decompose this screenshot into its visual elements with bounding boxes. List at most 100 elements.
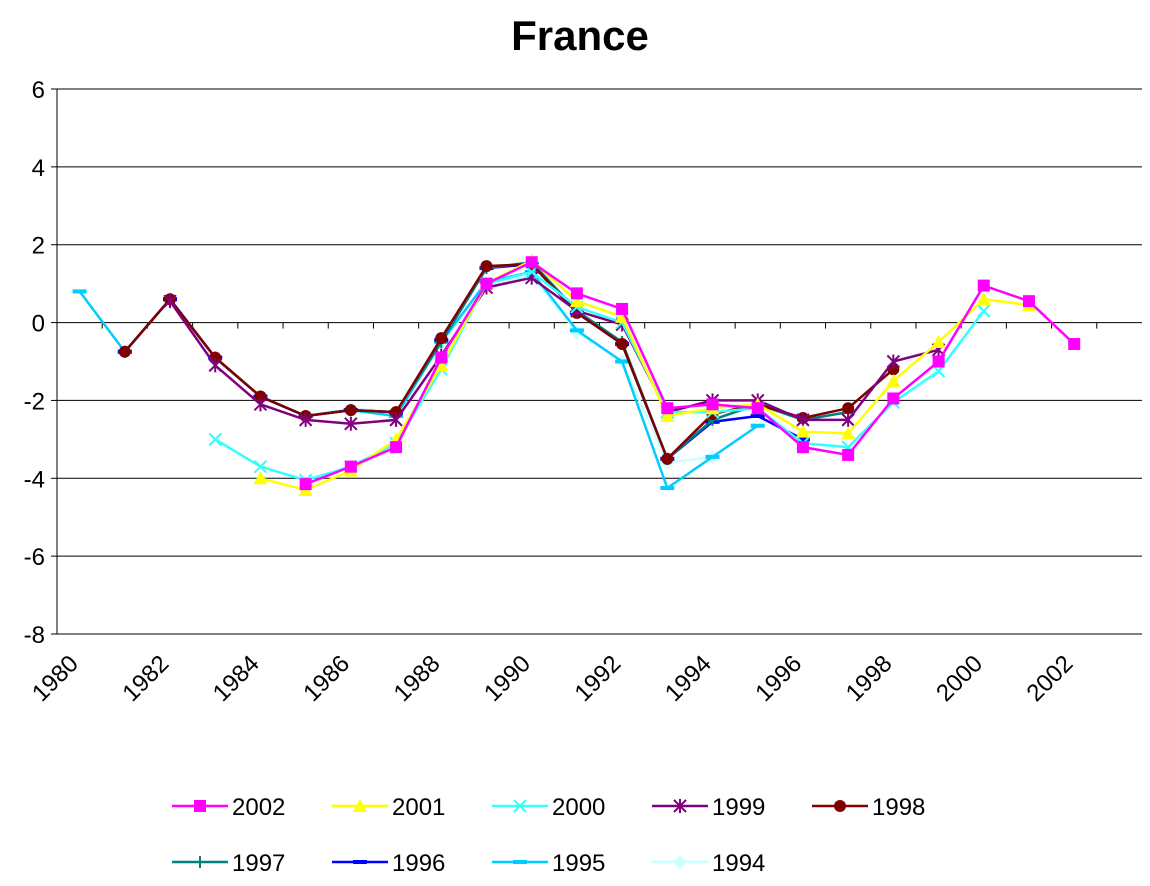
- legend-marker: [834, 800, 846, 812]
- data-point: [525, 256, 538, 269]
- legend-item: 2001: [332, 794, 445, 821]
- legend-marker: [194, 856, 206, 868]
- legend-label: 1999: [712, 794, 765, 821]
- legend-item: 1996: [332, 850, 445, 877]
- chart-title: France: [511, 12, 649, 59]
- data-point-part: [705, 454, 720, 459]
- data-point-part: [72, 289, 87, 294]
- legend-marker-part: [513, 799, 527, 813]
- legend-marker-part: [194, 856, 206, 868]
- data-point: [569, 328, 584, 333]
- data-point-part: [344, 416, 358, 431]
- x-tick-label: 2002: [1022, 650, 1079, 707]
- y-tick-label: 4: [32, 155, 45, 182]
- data-point-part: [253, 459, 268, 474]
- data-point: [344, 416, 358, 431]
- data-point-part: [796, 441, 809, 454]
- data-point: [706, 398, 719, 411]
- data-point: [931, 335, 946, 349]
- legend-marker: [673, 855, 687, 869]
- data-point-part: [208, 432, 222, 447]
- data-point: [615, 359, 630, 364]
- series-line: [305, 260, 1076, 486]
- series-line: [214, 270, 985, 482]
- data-point: [976, 292, 991, 306]
- data-point: [932, 355, 945, 368]
- legend-label: 2001: [392, 794, 445, 821]
- data-point: [254, 390, 267, 403]
- x-tick-label: 1990: [479, 650, 536, 707]
- legend-label: 1994: [712, 850, 765, 877]
- data-point-part: [842, 448, 855, 461]
- y-tick-label: 2: [32, 233, 45, 260]
- legend-marker: [513, 860, 527, 864]
- data-point: [208, 432, 222, 447]
- data-point: [298, 412, 313, 427]
- x-tick-label: 1984: [208, 650, 265, 707]
- data-point: [887, 392, 900, 405]
- data-point-part: [661, 452, 674, 465]
- data-point-part: [344, 404, 357, 417]
- x-tick-label: 1998: [841, 650, 898, 707]
- x-tick-label: 1996: [750, 650, 807, 707]
- legend-label: 1997: [232, 850, 285, 877]
- data-point: [977, 304, 991, 318]
- data-point-part: [298, 412, 313, 427]
- y-tick-label: -2: [24, 388, 45, 415]
- data-point-part: [253, 397, 268, 412]
- y-tick-label: -4: [24, 466, 45, 493]
- data-point: [253, 471, 268, 485]
- data-point: [796, 412, 810, 427]
- data-point: [299, 478, 312, 491]
- data-point-part: [390, 441, 403, 454]
- data-point-part: [887, 392, 900, 405]
- data-point-part: [750, 423, 765, 428]
- data-point-part: [299, 478, 312, 491]
- legend-item: 1997: [172, 850, 285, 877]
- y-tick-label: -8: [24, 622, 45, 649]
- y-tick-label: 6: [32, 77, 45, 104]
- series-line: [78, 270, 759, 490]
- data-point: [480, 277, 493, 290]
- legend-marker-part: [834, 800, 846, 812]
- y-tick-label: 0: [32, 311, 45, 338]
- legend-item: 1999: [652, 794, 765, 821]
- data-point-part: [795, 424, 810, 438]
- x-tick-label: 1992: [570, 650, 627, 707]
- data-point: [344, 460, 357, 473]
- data-point-part: [480, 277, 493, 290]
- data-point: [842, 402, 855, 415]
- data-point-part: [932, 355, 945, 368]
- data-point: [751, 402, 764, 415]
- legend-marker: [353, 799, 367, 812]
- legend-label: 2002: [232, 794, 285, 821]
- x-tick-label: 1980: [27, 650, 84, 707]
- x-tick-label: 2000: [931, 650, 988, 707]
- data-point-part: [841, 426, 856, 440]
- legend-item: 1995: [492, 850, 605, 877]
- legend-marker-part: [673, 855, 687, 869]
- data-point-part: [525, 256, 538, 269]
- legend-item: 2000: [492, 794, 605, 821]
- data-point: [253, 459, 268, 474]
- legend-marker-part: [194, 800, 206, 812]
- data-point: [750, 414, 765, 418]
- data-point-part: [254, 390, 267, 403]
- legend-marker-part: [353, 799, 367, 812]
- legend-marker-part: [673, 799, 687, 813]
- data-point-part: [886, 373, 901, 387]
- data-point-part: [208, 358, 222, 373]
- legend-marker: [353, 860, 367, 864]
- data-point: [1068, 337, 1081, 350]
- data-point-part: [570, 287, 583, 300]
- data-point: [795, 424, 810, 438]
- data-point: [1022, 295, 1035, 308]
- legend-label: 1996: [392, 850, 445, 877]
- data-point: [616, 337, 629, 350]
- data-point-part: [1068, 337, 1081, 350]
- data-point-part: [118, 345, 131, 358]
- data-point: [435, 332, 448, 345]
- data-point: [661, 402, 674, 415]
- data-point: [434, 358, 449, 372]
